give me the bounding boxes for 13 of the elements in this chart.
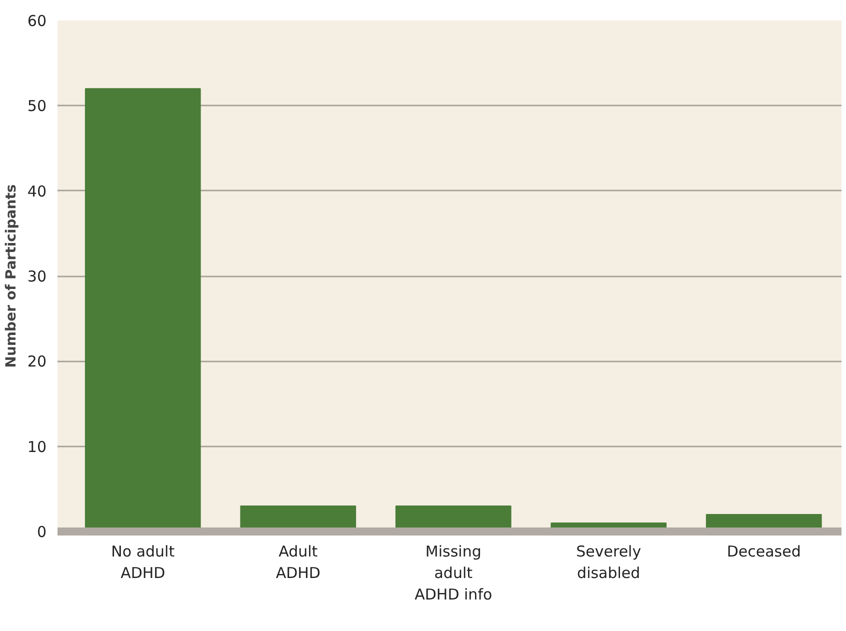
x-tick-label: Severely disabled bbox=[576, 542, 642, 582]
y-axis-title: Number of Participants bbox=[3, 184, 20, 368]
y-tick-label: 60 bbox=[27, 12, 47, 30]
x-tick-label: Adult ADHD bbox=[276, 542, 320, 582]
x-tick-label: No adult ADHD bbox=[111, 542, 175, 582]
y-tick-label: 20 bbox=[27, 352, 47, 371]
x-tick-label: Missing adult ADHD info bbox=[414, 542, 492, 604]
y-tick-label: 0 bbox=[36, 523, 47, 541]
y-tick-label: 50 bbox=[27, 97, 47, 116]
y-tick-label: 40 bbox=[27, 182, 47, 200]
x-tick-label: Deceased bbox=[726, 542, 801, 560]
y-tick-label: 30 bbox=[27, 268, 47, 286]
y-tick-label: 10 bbox=[27, 438, 47, 456]
